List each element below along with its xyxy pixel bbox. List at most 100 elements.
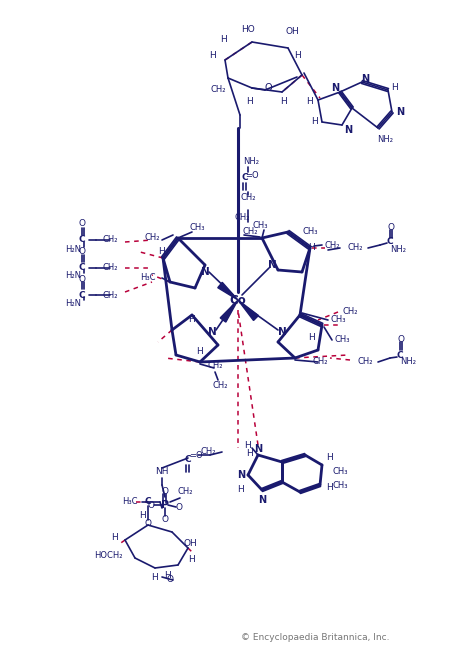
Text: N: N <box>267 260 276 270</box>
Text: H: H <box>326 484 333 493</box>
Text: CH₃: CH₃ <box>302 227 317 237</box>
Polygon shape <box>237 300 258 320</box>
Polygon shape <box>220 300 237 322</box>
Text: O: O <box>263 83 271 93</box>
Text: NH: NH <box>155 467 168 476</box>
Text: HO: HO <box>241 25 254 34</box>
Text: H: H <box>280 98 287 107</box>
Text: CH₂: CH₂ <box>341 307 357 317</box>
Text: CH₂: CH₂ <box>102 291 118 300</box>
Text: H: H <box>246 448 253 458</box>
Text: H: H <box>306 98 313 107</box>
Text: O: O <box>78 248 85 257</box>
Text: N: N <box>343 125 351 135</box>
Text: CH₃: CH₃ <box>331 480 347 489</box>
Text: H: H <box>151 573 158 582</box>
Text: N: N <box>360 74 368 84</box>
Text: CH₃: CH₃ <box>330 315 345 324</box>
Text: H: H <box>311 118 318 127</box>
Text: N: N <box>395 107 403 117</box>
Text: CH₃: CH₃ <box>189 224 204 233</box>
Text: H: H <box>237 486 244 495</box>
Text: C: C <box>184 456 191 465</box>
Text: H: H <box>220 36 227 44</box>
Text: =O: =O <box>245 172 258 181</box>
Text: H: H <box>294 51 301 60</box>
Text: H: H <box>188 556 195 564</box>
Text: H: H <box>244 441 251 450</box>
Text: O: O <box>161 515 168 523</box>
Text: C: C <box>78 291 85 300</box>
Text: C: C <box>78 235 85 244</box>
Text: O: O <box>144 519 151 528</box>
Text: H: H <box>246 98 253 107</box>
Text: CH₃: CH₃ <box>331 467 347 476</box>
Text: OH: OH <box>183 540 196 549</box>
Text: Co: Co <box>229 294 246 307</box>
Text: H₃C: H₃C <box>140 274 156 283</box>
Text: O: O <box>78 220 85 229</box>
Text: H: H <box>112 534 118 543</box>
Text: N: N <box>207 327 216 337</box>
Text: OH: OH <box>285 27 298 36</box>
Text: H₂N: H₂N <box>65 246 81 255</box>
Text: CH₂: CH₂ <box>144 233 159 242</box>
Text: CH₂: CH₂ <box>240 194 255 203</box>
Text: N: N <box>330 83 338 93</box>
Text: H: H <box>158 248 165 257</box>
Text: H: H <box>391 83 397 92</box>
Text: CH₂: CH₂ <box>312 358 327 367</box>
Text: C: C <box>145 497 151 506</box>
Text: C: C <box>241 174 248 183</box>
Text: H: H <box>308 244 315 252</box>
Text: NH₂: NH₂ <box>376 135 392 144</box>
Text: N: N <box>200 267 209 277</box>
Text: CH₂: CH₂ <box>207 361 222 369</box>
Text: CH₂: CH₂ <box>347 244 362 252</box>
Text: © Encyclopaedia Britannica, Inc.: © Encyclopaedia Britannica, Inc. <box>241 634 389 642</box>
Text: CH₂: CH₂ <box>102 263 118 272</box>
Text: C: C <box>78 263 85 272</box>
Text: H: H <box>326 454 333 463</box>
Text: CH₃: CH₃ <box>334 335 349 345</box>
Text: CH₂: CH₂ <box>102 235 118 244</box>
Text: H₂N: H₂N <box>65 272 81 281</box>
Text: H₃C: H₃C <box>122 497 137 506</box>
Text: CH₂: CH₂ <box>200 447 215 456</box>
Text: CH₂: CH₂ <box>324 240 339 250</box>
Text: N: N <box>236 470 245 480</box>
Text: H: H <box>140 510 146 519</box>
Text: CH₂: CH₂ <box>357 358 372 367</box>
Text: CH₃: CH₃ <box>252 220 267 229</box>
Text: O: O <box>161 486 168 495</box>
Text: N: N <box>257 495 265 505</box>
Text: H: H <box>209 51 216 60</box>
Text: H: H <box>188 315 195 324</box>
Text: NH₂: NH₂ <box>399 358 415 367</box>
Text: CH₂: CH₂ <box>177 488 192 497</box>
Text: H: H <box>196 348 203 356</box>
Text: O: O <box>147 500 154 510</box>
Text: NH₂: NH₂ <box>389 246 405 255</box>
Text: O: O <box>166 575 173 584</box>
Text: O: O <box>397 335 403 343</box>
Text: CH₂: CH₂ <box>234 213 249 222</box>
Polygon shape <box>217 282 237 300</box>
Text: N: N <box>277 327 286 337</box>
Text: O: O <box>386 222 394 231</box>
Text: C: C <box>386 237 392 246</box>
Text: NH₂: NH₂ <box>242 157 258 166</box>
Text: =O: =O <box>189 450 202 460</box>
Text: H: H <box>308 333 315 343</box>
Text: HOCH₂: HOCH₂ <box>94 551 122 560</box>
Text: CH₂: CH₂ <box>210 86 225 94</box>
Text: O: O <box>175 502 182 512</box>
Text: H: H <box>164 571 171 580</box>
Text: C: C <box>396 350 403 359</box>
Text: CH₂: CH₂ <box>212 380 227 389</box>
Text: H₂N: H₂N <box>65 298 81 307</box>
Text: N: N <box>253 444 262 454</box>
Text: O: O <box>78 274 85 283</box>
Text: CH₂: CH₂ <box>242 227 257 237</box>
Text: P: P <box>161 500 169 510</box>
